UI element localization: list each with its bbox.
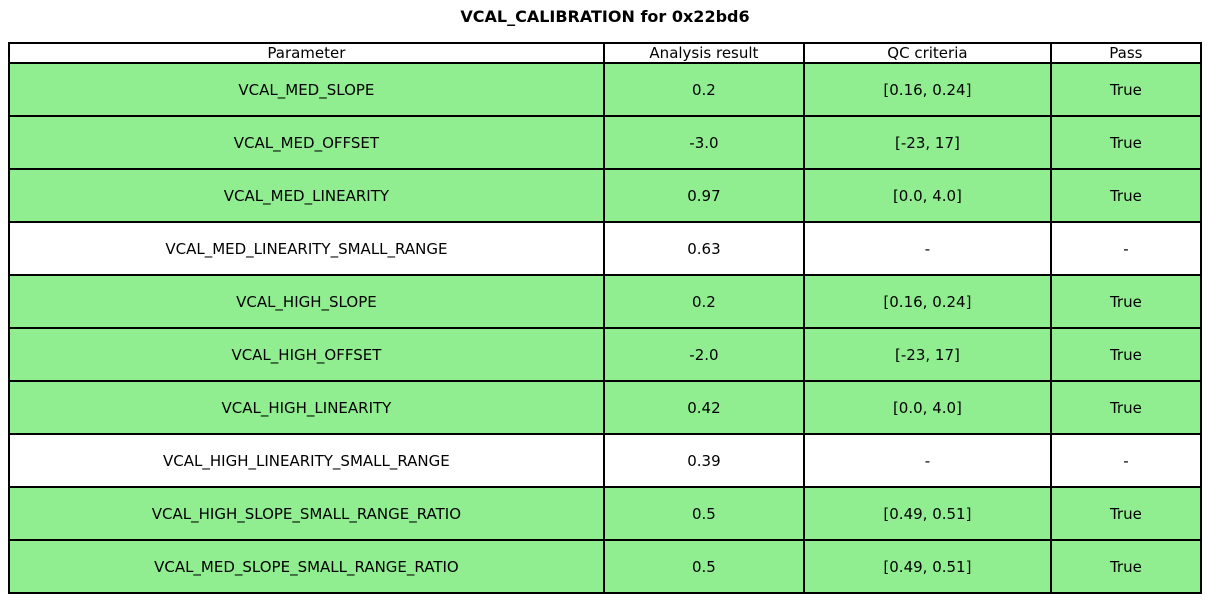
cell-pass: True [1049,539,1203,594]
cell-parameter: VCAL_HIGH_LINEARITY [8,380,605,435]
cell-result: 0.39 [602,433,806,488]
cell-result: 0.97 [602,168,806,223]
cell-parameter: VCAL_HIGH_OFFSET [8,327,605,382]
cell-result: -2.0 [602,327,806,382]
cell-pass: True [1049,168,1203,223]
cell-pass: - [1049,433,1203,488]
cell-result: 0.2 [602,62,806,117]
qc-results-table: Parameter Analysis result QC criteria Pa… [8,42,1203,594]
table-row: VCAL_HIGH_LINEARITY_SMALL_RANGE 0.39- - [8,433,1203,488]
column-header-pass: Pass [1049,42,1203,64]
cell-pass: - [1049,221,1203,276]
table-row: VCAL_HIGH_OFFSET -2.0 [-23, 17] True [8,327,1203,382]
table-row: VCAL_HIGH_SLOPE 0.2 [0.16, 0.24] True [8,274,1203,329]
cell-criteria: [0.49, 0.51] [803,539,1052,594]
column-header-analysis-result: Analysis result [602,42,806,64]
table-row: VCAL_MED_OFFSET -3.0 [-23, 17] True [8,115,1203,170]
cell-result: 0.5 [602,539,806,594]
cell-result: -3.0 [602,115,806,170]
cell-pass: True [1049,486,1203,541]
table-body: VCAL_MED_SLOPE 0.2 [0.16, 0.24] True VCAL_ME… [8,62,1203,594]
cell-pass: True [1049,327,1203,382]
cell-parameter: VCAL_HIGH_SLOPE_SMALL_RANGE_RATIO [8,486,605,541]
cell-pass: True [1049,62,1203,117]
cell-parameter: VCAL_MED_LINEARITY_SMALL_RANGE [8,221,605,276]
cell-parameter: VCAL_MED_OFFSET [8,115,605,170]
cell-pass: True [1049,115,1203,170]
cell-criteria: [-23, 17] [803,327,1052,382]
cell-result: 0.5 [602,486,806,541]
cell-result: 0.2 [602,274,806,329]
cell-criteria: - [803,221,1052,276]
cell-pass: True [1049,380,1203,435]
cell-parameter: VCAL_HIGH_SLOPE [8,274,605,329]
cell-criteria: [-23, 17] [803,115,1052,170]
cell-criteria: [0.16, 0.24] [803,274,1052,329]
cell-pass: True [1049,274,1203,329]
cell-parameter: VCAL_MED_SLOPE_SMALL_RANGE_RATIO [8,539,605,594]
cell-parameter: VCAL_MED_SLOPE [8,62,605,117]
cell-criteria: [0.16, 0.24] [803,62,1052,117]
cell-criteria: [0.0, 4.0] [803,380,1052,435]
cell-result: 0.63 [602,221,806,276]
column-header-parameter: Parameter [8,42,605,64]
table-row: VCAL_MED_LINEARITY_SMALL_RANGE 0.63- - [8,221,1203,276]
table-row: VCAL_MED_LINEARITY 0.97 [0.0, 4.0] True [8,168,1203,223]
table-row: VCAL_MED_SLOPE 0.2 [0.16, 0.24] True [8,62,1203,117]
table-row: VCAL_HIGH_LINEARITY 0.42 [0.0, 4.0] True [8,380,1203,435]
column-header-qc-criteria: QC criteria [803,42,1052,64]
cell-result: 0.42 [602,380,806,435]
cell-parameter: VCAL_MED_LINEARITY [8,168,605,223]
table-row: VCAL_MED_SLOPE_SMALL_RANGE_RATIO 0.5 [0.49… [8,539,1203,594]
cell-criteria: - [803,433,1052,488]
table-row: VCAL_HIGH_SLOPE_SMALL_RANGE_RATIO 0.5 [0.4… [8,486,1203,541]
cell-parameter: VCAL_HIGH_LINEARITY_SMALL_RANGE [8,433,605,488]
cell-criteria: [0.0, 4.0] [803,168,1052,223]
cell-criteria: [0.49, 0.51] [803,486,1052,541]
table-header-row: Parameter Analysis result QC criteria Pa… [8,42,1203,64]
chart-title: VCAL_CALIBRATION for 0x22bd6 [460,7,750,26]
